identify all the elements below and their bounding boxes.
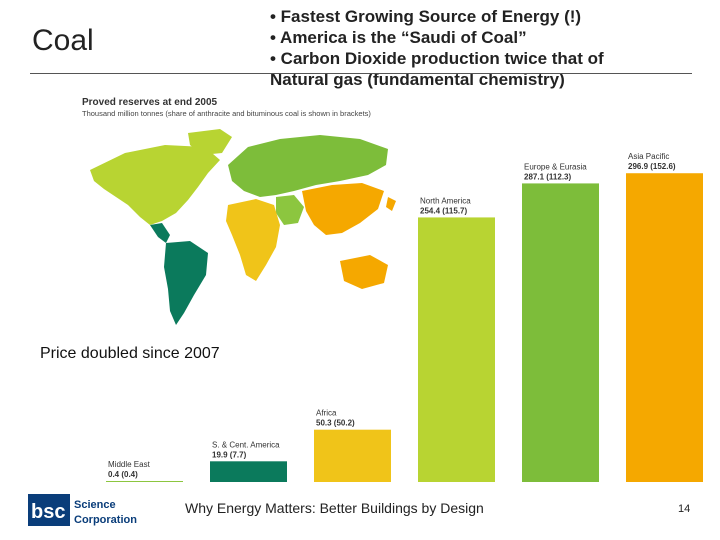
bar-category-label-s-cent-america: S. & Cent. America [212, 440, 280, 449]
bar-value-label-s-cent-america: 19.9 (7.7) [212, 450, 247, 459]
map-region-japan [386, 197, 396, 211]
svg-text:bsc: bsc [31, 501, 65, 523]
bullet-item: • Fastest Growing Source of Energy (!) [270, 7, 582, 26]
footer-text: Why Energy Matters: Better Buildings by … [185, 500, 484, 516]
map-region-middle-east [276, 195, 304, 225]
bar-value-label-europe-eurasia: 287.1 (112.3) [524, 172, 571, 181]
svg-text:Science: Science [74, 499, 116, 511]
slide-title: Coal [32, 24, 94, 57]
bar-africa [314, 429, 391, 482]
map-region-australia [340, 255, 388, 289]
bar-category-label-middle-east: Middle East [108, 460, 151, 469]
bar-category-label-africa: Africa [316, 409, 337, 418]
bullet-list: • Fastest Growing Source of Energy (!) •… [270, 6, 710, 90]
chart-subtitle: Thousand million tonnes (share of anthra… [82, 109, 371, 118]
map-region-central-america [150, 223, 170, 243]
bsc-logo: bsc Science Corporation [28, 494, 137, 526]
map-region-greenland [188, 129, 232, 155]
bullet-item: • America is the “Saudi of Coal” [270, 28, 527, 47]
svg-text:Corporation: Corporation [74, 514, 137, 526]
bullet-item: Natural gas (fundamental chemistry) [270, 70, 565, 89]
bar-category-label-asia-pacific: Asia Pacific [628, 152, 669, 161]
bullet-item: • Carbon Dioxide production twice that o… [270, 49, 604, 68]
bar-middle-east [106, 481, 183, 482]
bar-north-america [418, 217, 495, 482]
bar-s-cent-america [210, 461, 287, 482]
chart-title: Proved reserves at end 2005 [82, 97, 218, 108]
bar-category-label-europe-eurasia: Europe & Eurasia [524, 162, 587, 171]
bar-category-label-north-america: North America [420, 196, 471, 205]
map-region-south-america [164, 241, 208, 325]
title-divider [30, 73, 692, 74]
price-note: Price doubled since 2007 [38, 345, 222, 363]
bar-europe-eurasia [522, 183, 599, 482]
bar-value-label-north-america: 254.4 (115.7) [420, 206, 467, 215]
bar-value-label-asia-pacific: 296.9 (152.6) [628, 162, 676, 171]
bar-value-label-africa: 50.3 (50.2) [316, 419, 355, 428]
world-map-illustration [90, 129, 396, 325]
map-region-asia-pacific [302, 183, 384, 235]
bar-value-label-middle-east: 0.4 (0.4) [108, 470, 138, 479]
bar-asia-pacific [626, 173, 703, 482]
map-region-europe-eurasia [228, 135, 388, 197]
map-region-africa [226, 199, 280, 281]
map-region-north-america [90, 145, 220, 225]
page-number: 14 [678, 503, 691, 515]
